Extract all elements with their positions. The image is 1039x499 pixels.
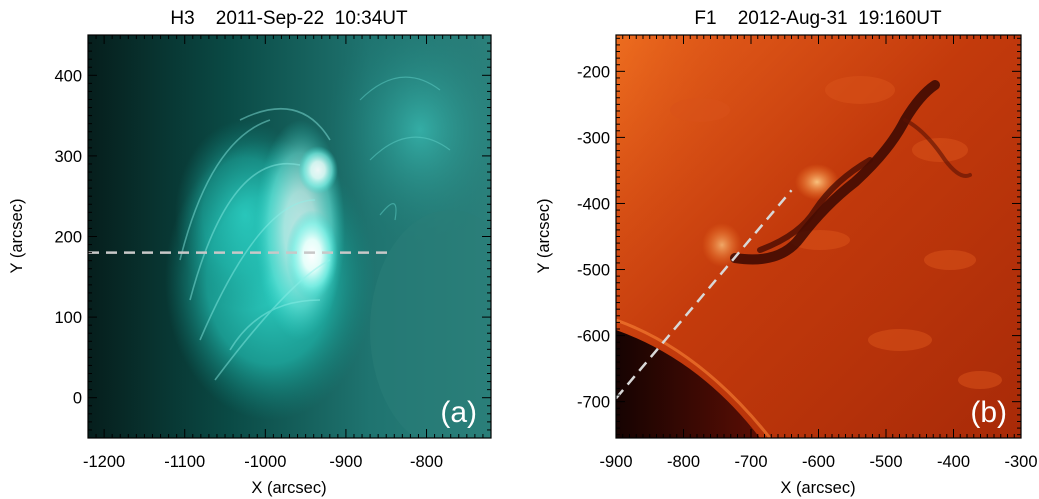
y-tick-label: -700	[577, 394, 610, 412]
y-tick-label: 100	[54, 309, 82, 327]
panel-a-ylabel: Y (arcsec)	[8, 199, 26, 274]
panel-b-xlabel: X (arcsec)	[780, 479, 855, 497]
y-tick-label: 0	[73, 390, 82, 408]
x-tick-label: -400	[937, 453, 970, 471]
panel-b-title: F1 2012-Aug-31 19:160UT	[694, 8, 942, 29]
y-tick-label: 400	[54, 67, 82, 85]
x-tick-label: -1100	[164, 453, 205, 471]
panel-b-letter: (b)	[970, 396, 1007, 429]
x-tick-label: -800	[667, 453, 700, 471]
y-tick-label: 300	[54, 148, 82, 166]
panel-a-title: H3 2011-Sep-22 10:34UT	[170, 8, 408, 29]
x-tick-label: -1200	[83, 453, 125, 471]
y-tick-label: -500	[577, 262, 610, 280]
y-tick-label: -300	[577, 129, 610, 147]
y-tick-label: -400	[577, 195, 610, 213]
x-tick-label: -1000	[244, 453, 286, 471]
x-tick-label: -600	[802, 453, 835, 471]
panel-b-ylabel: Y (arcsec)	[535, 199, 553, 274]
panel-a-image	[88, 10, 530, 450]
panel-a: H3 2011-Sep-22 10:34UT	[8, 8, 530, 497]
panel-b: F1 2012-Aug-31 19:160UT (b)	[520, 0, 1038, 497]
panel-a-letter: (a)	[440, 396, 477, 429]
x-tick-label: -300	[1004, 453, 1037, 471]
y-tick-label: -600	[577, 328, 610, 346]
x-tick-label: -700	[734, 453, 767, 471]
x-tick-label: -500	[869, 453, 902, 471]
x-tick-label: -900	[329, 453, 362, 471]
x-tick-label: -900	[599, 453, 632, 471]
y-tick-label: 200	[54, 229, 82, 247]
y-tick-label: -200	[577, 63, 610, 81]
panel-a-xlabel: X (arcsec)	[251, 479, 326, 497]
x-tick-label: -800	[410, 453, 443, 471]
